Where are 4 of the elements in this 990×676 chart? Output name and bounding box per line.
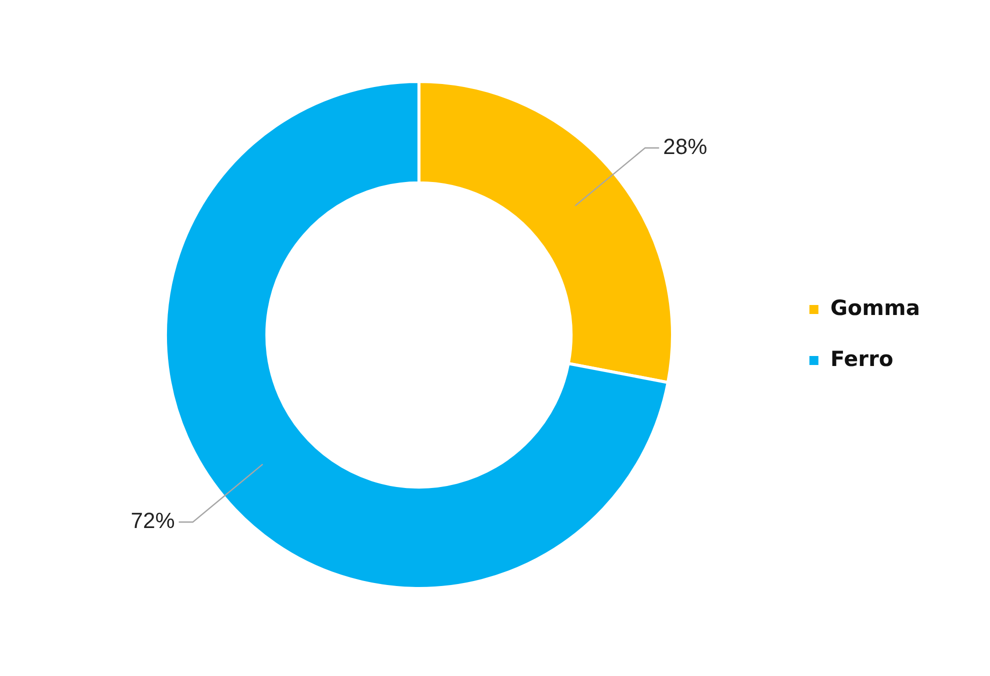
data-label: 28% (663, 134, 708, 159)
legend-label: Ferro (830, 346, 894, 371)
data-label: 72% (130, 508, 175, 534)
legend-label: Gomma (830, 296, 920, 320)
